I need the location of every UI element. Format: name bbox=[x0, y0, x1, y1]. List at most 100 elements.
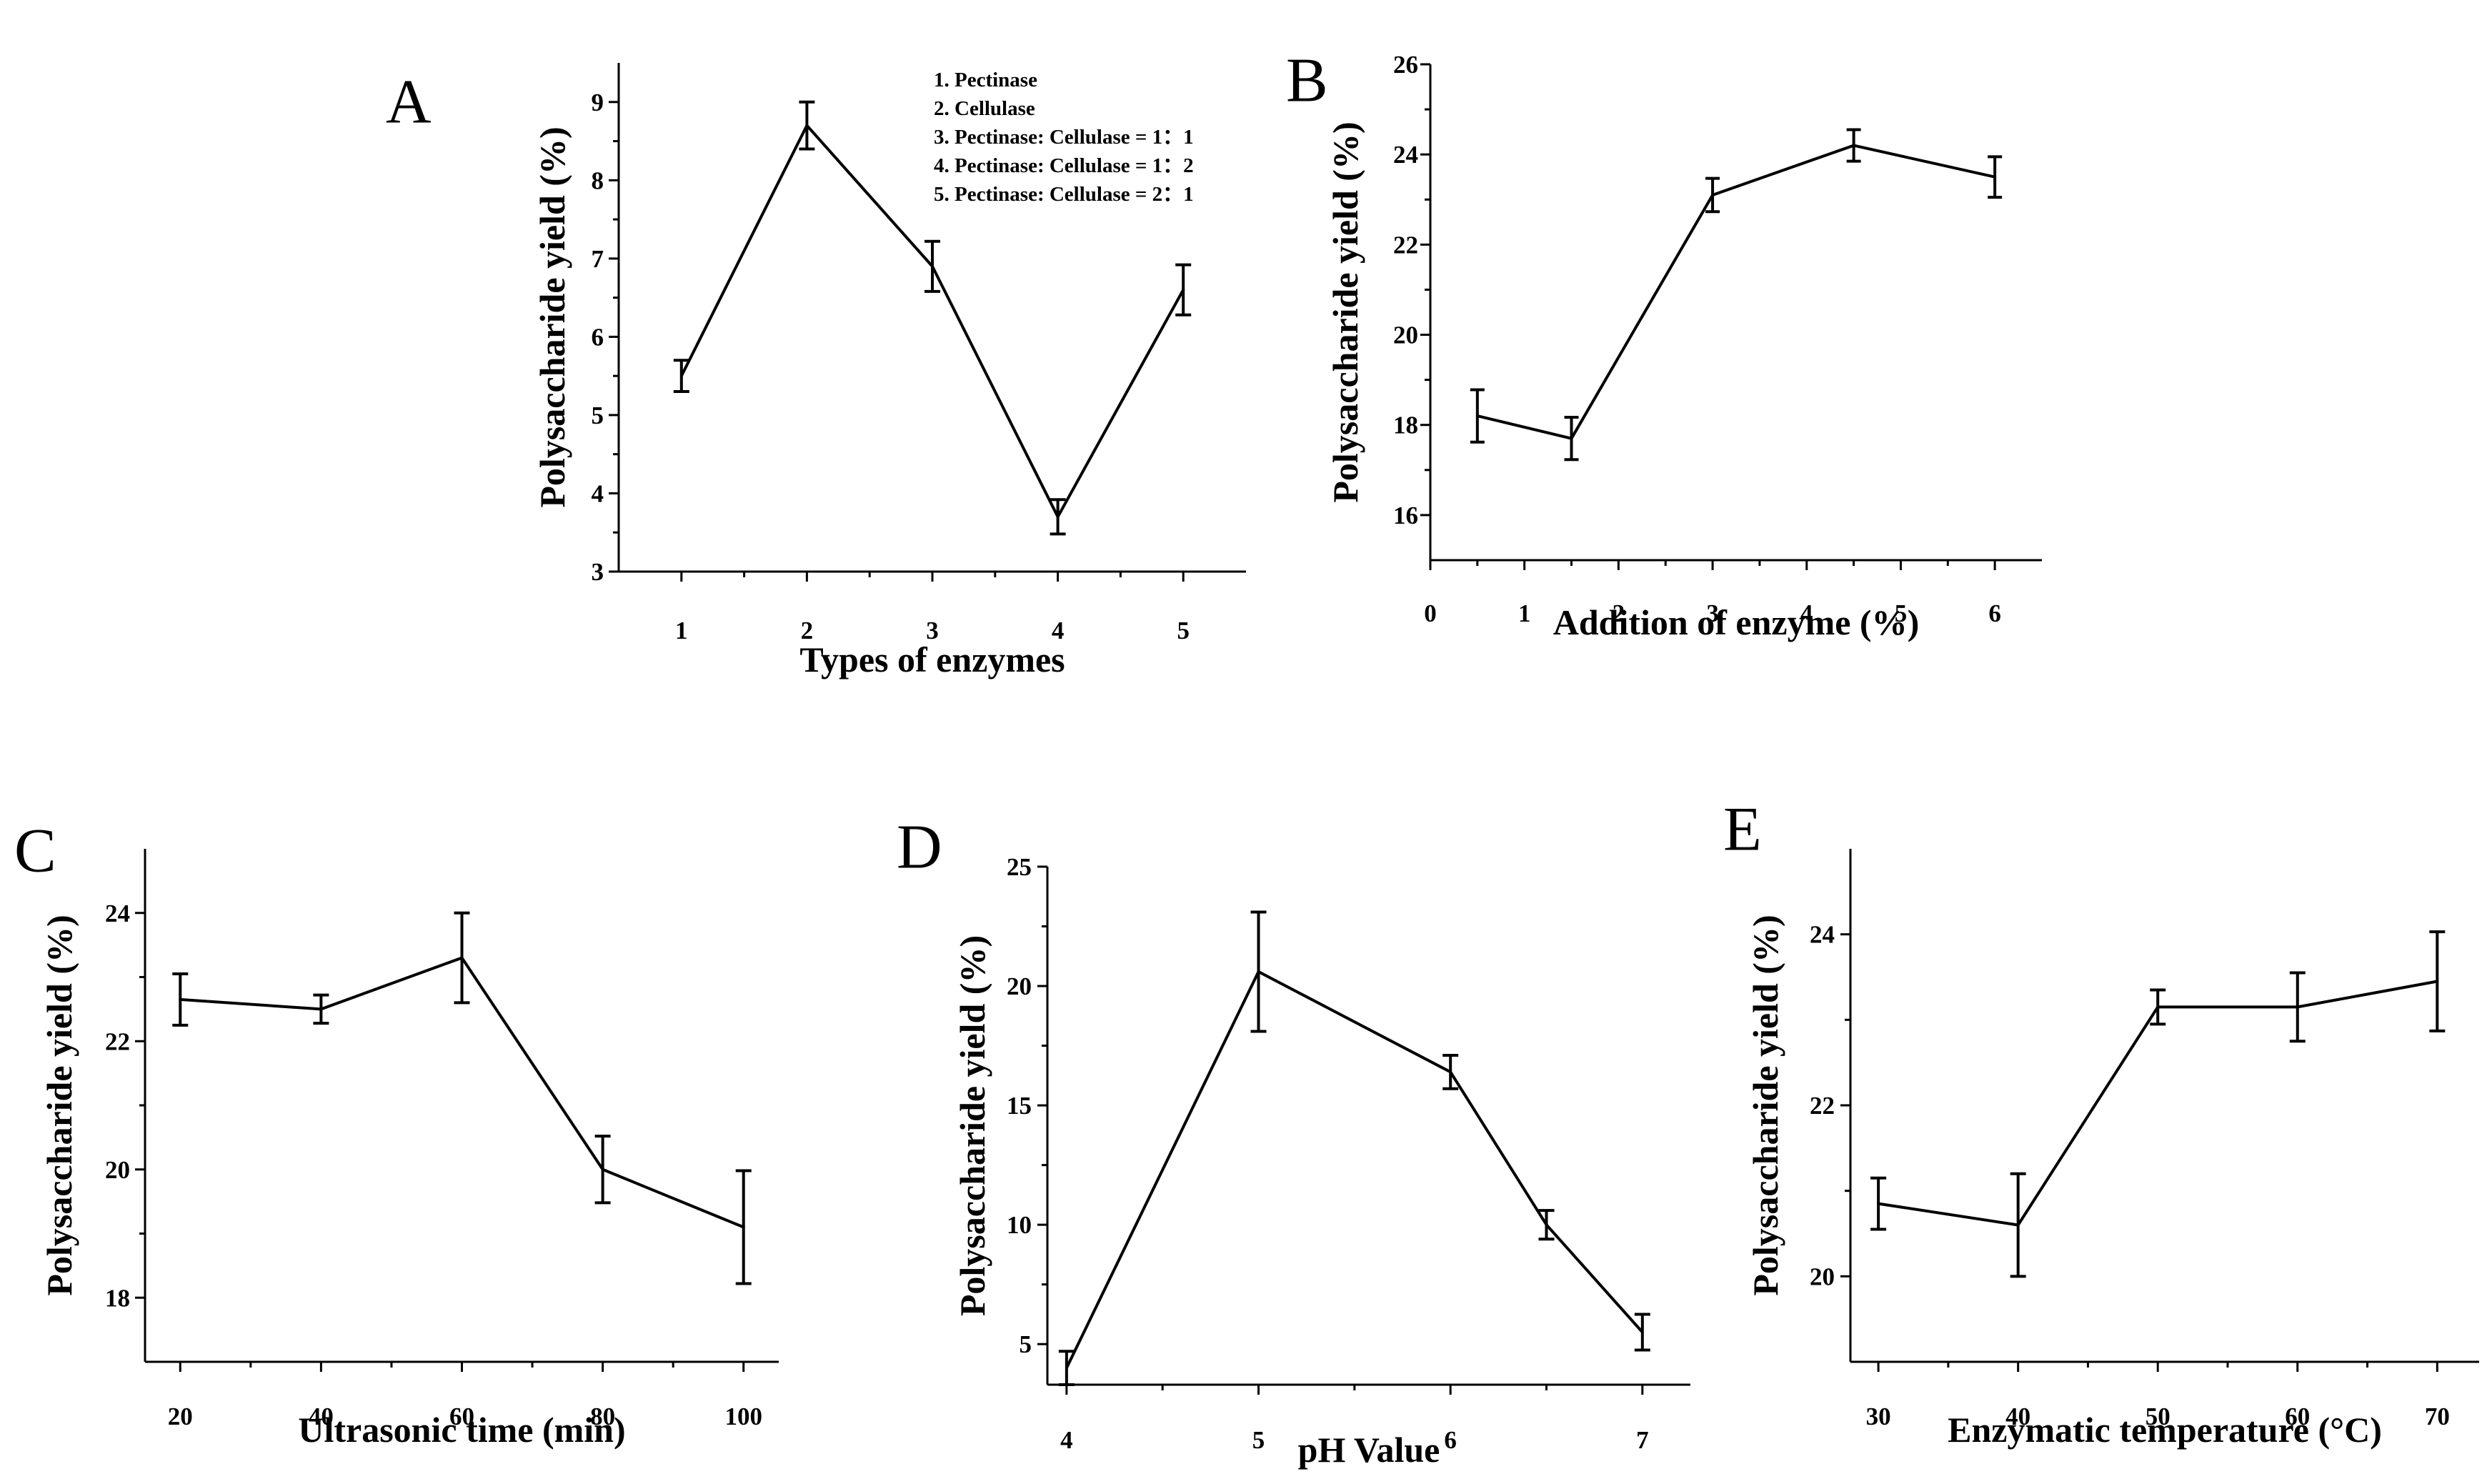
data-point bbox=[319, 1007, 323, 1011]
panel-letter: C bbox=[14, 817, 56, 886]
data-point bbox=[601, 1167, 604, 1171]
y-tick-label: 20 bbox=[1810, 1263, 1835, 1290]
data-point bbox=[2436, 980, 2439, 983]
y-tick-label: 5 bbox=[1020, 1330, 1032, 1358]
data-point bbox=[1257, 970, 1260, 974]
x-tick-label: 80 bbox=[590, 1403, 615, 1430]
x-tick-label: 50 bbox=[2145, 1403, 2170, 1430]
panel-letter: B bbox=[1286, 46, 1328, 116]
chart-panel-a: A 1 2 3 4 5 3 4 5 6 7 8 9 Types of enzymes Polysacchar… bbox=[386, 63, 1246, 679]
chart-panel-c: C 20 40 60 80 100 18 20 22 24 Ultrasonic time (min… bbox=[14, 817, 779, 1450]
data-point bbox=[1640, 1330, 1644, 1334]
y-tick-label: 26 bbox=[1393, 51, 1418, 79]
y-axis-title: Polysaccharide yield (%) bbox=[1745, 915, 1785, 1295]
data-point bbox=[179, 997, 182, 1001]
x-tick-label: 5 bbox=[1895, 599, 1908, 627]
y-tick-label: 8 bbox=[592, 166, 604, 194]
x-tick-label: 1 bbox=[675, 617, 688, 644]
data-point bbox=[742, 1225, 745, 1229]
x-tick-label: 0 bbox=[1424, 599, 1437, 627]
x-tick-label: 5 bbox=[1252, 1426, 1265, 1454]
data-point bbox=[460, 956, 464, 960]
x-tick-label: 40 bbox=[309, 1403, 334, 1430]
x-tick-label: 7 bbox=[1636, 1426, 1649, 1454]
x-axis-title: Types of enzymes bbox=[799, 639, 1065, 679]
x-tick-label: 4 bbox=[1060, 1426, 1073, 1454]
data-point bbox=[1993, 175, 1997, 179]
data-point bbox=[1065, 1366, 1068, 1370]
y-axis-title: Polysaccharide yield (%) bbox=[952, 935, 992, 1316]
data-point bbox=[1475, 414, 1479, 418]
x-tick-label: 6 bbox=[1444, 1426, 1457, 1454]
y-tick-label: 20 bbox=[105, 1156, 130, 1184]
x-axis-title: Enzymatic temperature (°C) bbox=[1948, 1410, 2382, 1450]
legend-entry: 3. Pectinase: Cellulase = 1：1 bbox=[934, 126, 1194, 149]
x-tick-label: 2 bbox=[801, 617, 814, 644]
x-tick-label: 6 bbox=[1988, 599, 2001, 627]
x-tick-label: 40 bbox=[2005, 1403, 2030, 1430]
y-tick-label: 25 bbox=[1007, 853, 1032, 881]
y-tick-label: 22 bbox=[1810, 1092, 1835, 1120]
chart-panel-b: B 0 1 2 3 4 5 6 16 18 20 22 24 26 Addition of enzyme (… bbox=[1286, 46, 2042, 642]
data-point bbox=[2296, 1005, 2299, 1009]
data-point bbox=[2156, 1005, 2160, 1009]
y-tick-label: 18 bbox=[1393, 412, 1418, 439]
panel-letter: D bbox=[897, 813, 942, 882]
x-tick-label: 60 bbox=[2285, 1403, 2310, 1430]
y-axis-title: Polysaccharide yield (%) bbox=[39, 915, 79, 1295]
data-point bbox=[679, 374, 683, 378]
data-point bbox=[1711, 193, 1715, 196]
x-axis-title: Addition of enzyme (%) bbox=[1553, 602, 1919, 642]
x-tick-label: 3 bbox=[926, 617, 939, 644]
chart-panel-d: D 4 5 6 7 5 10 15 20 25 pH Value Polysaccharide yie… bbox=[897, 813, 1690, 1470]
y-tick-label: 24 bbox=[1393, 141, 1418, 169]
legend-entry: 1. Pectinase bbox=[934, 69, 1037, 91]
y-tick-label: 16 bbox=[1393, 502, 1418, 529]
panel-letter: E bbox=[1723, 795, 1762, 865]
data-point bbox=[1877, 1202, 1880, 1205]
y-tick-label: 20 bbox=[1007, 972, 1032, 1000]
y-tick-label: 24 bbox=[1810, 921, 1835, 949]
data-point bbox=[1182, 288, 1185, 292]
y-tick-label: 24 bbox=[105, 900, 130, 927]
series-line bbox=[1065, 970, 1644, 1369]
x-tick-label: 5 bbox=[1177, 617, 1190, 644]
x-tick-label: 4 bbox=[1052, 617, 1065, 644]
y-tick-label: 20 bbox=[1393, 322, 1418, 349]
data-point bbox=[1056, 515, 1060, 519]
y-tick-label: 15 bbox=[1007, 1092, 1032, 1120]
x-tick-label: 60 bbox=[449, 1403, 474, 1430]
data-point bbox=[805, 124, 809, 127]
x-tick-label: 70 bbox=[2425, 1403, 2450, 1430]
legend-entry: 2. Cellulase bbox=[934, 97, 1035, 120]
legend-entry: 4. Pectinase: Cellulase = 1：2 bbox=[934, 154, 1194, 177]
x-tick-label: 3 bbox=[1706, 599, 1719, 627]
y-tick-label: 7 bbox=[592, 245, 604, 273]
data-point bbox=[1852, 144, 1855, 147]
y-axis-title: Polysaccharide yield (%) bbox=[532, 126, 572, 507]
y-tick-label: 4 bbox=[592, 479, 604, 507]
x-tick-label: 1 bbox=[1518, 599, 1531, 627]
x-tick-label: 2 bbox=[1613, 599, 1625, 627]
data-point bbox=[1545, 1223, 1548, 1227]
y-tick-label: 22 bbox=[105, 1027, 130, 1055]
series-line bbox=[1477, 144, 1995, 440]
x-axis-title: pH Value bbox=[1298, 1430, 1440, 1470]
y-tick-label: 6 bbox=[592, 323, 604, 351]
x-tick-label: 100 bbox=[724, 1403, 762, 1430]
x-tick-label: 20 bbox=[168, 1403, 193, 1430]
legend-entry: 5. Pectinase: Cellulase = 2：1 bbox=[934, 183, 1194, 206]
panel-letter: A bbox=[386, 68, 432, 137]
x-tick-label: 4 bbox=[1800, 599, 1813, 627]
y-tick-label: 18 bbox=[105, 1284, 130, 1312]
chart-panel-e: E 30 40 50 60 70 20 22 24 Enzymatic temperature (… bbox=[1723, 795, 2479, 1450]
x-tick-label: 30 bbox=[1866, 1403, 1891, 1430]
x-axis-title: Ultrasonic time (min) bbox=[298, 1410, 625, 1450]
y-tick-label: 5 bbox=[592, 402, 604, 429]
y-tick-label: 10 bbox=[1007, 1211, 1032, 1239]
y-tick-label: 9 bbox=[592, 89, 604, 116]
y-axis-title: Polysaccharide yield (%) bbox=[1325, 121, 1365, 502]
data-point bbox=[1570, 437, 1573, 440]
data-point bbox=[1449, 1070, 1452, 1074]
